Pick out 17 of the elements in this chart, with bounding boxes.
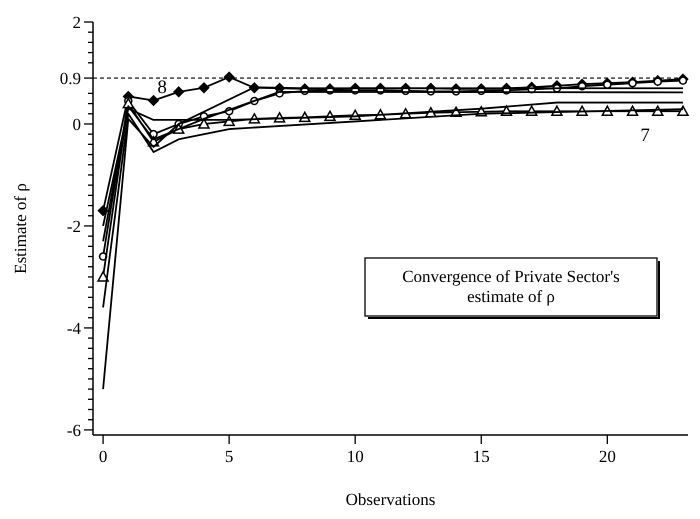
x-tick-label: 15 [472,447,490,466]
x-axis-title: Observations [346,490,436,509]
y-tick-label: -4 [66,318,82,338]
x-tick-label: 0 [98,447,108,466]
x-tick-label: 10 [346,447,364,466]
x-tick-label: 20 [598,447,616,466]
y-tick-label: -2 [66,216,81,236]
y-tick-label: 0 [72,114,81,134]
text-box: Convergence of Private Sector's estimate of ρ [364,257,660,319]
y-tick-label: 2 [72,12,81,32]
series-label: 8 [157,76,167,98]
x-tick-label: 5 [224,447,234,466]
y-axis-title: Estimate of ρ [11,183,30,274]
y-tick-label: 0.9 [60,69,81,88]
y-tick-label: -6 [66,420,81,440]
series-label: 7 [640,125,650,146]
annotation: Convergence of Private Sector's estimate of ρ [402,267,620,306]
